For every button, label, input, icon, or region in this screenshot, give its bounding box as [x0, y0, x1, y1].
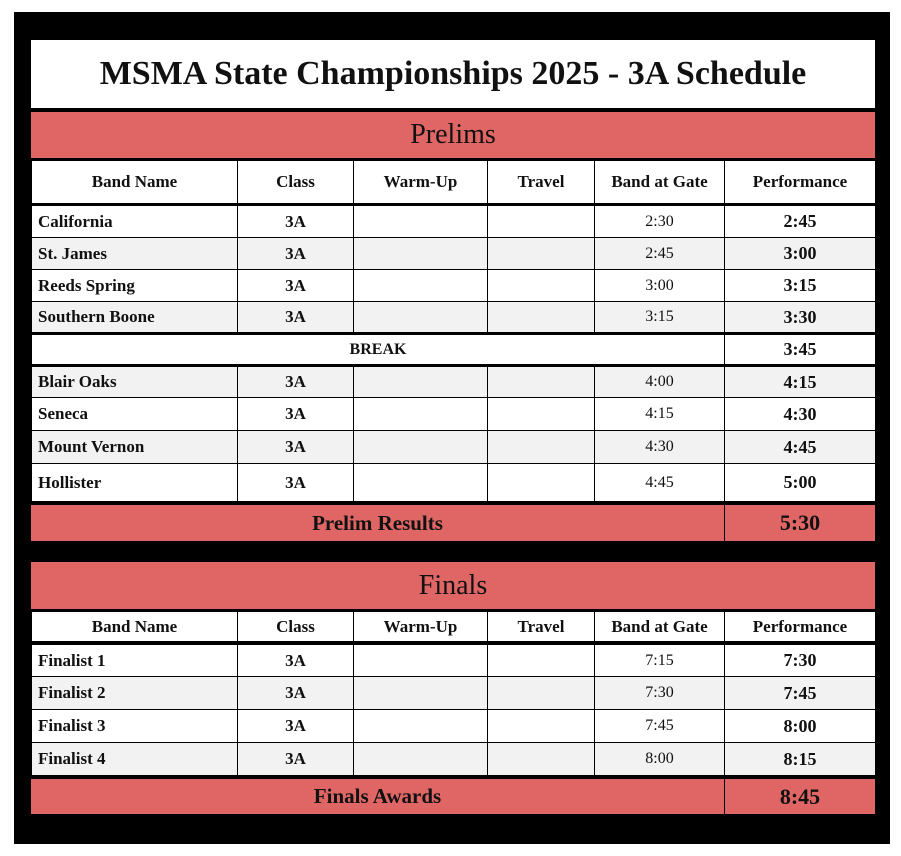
- table-cell-class: 3A: [238, 302, 353, 332]
- table-cell-performance: 5:00: [725, 464, 875, 501]
- break-time: 3:45: [725, 335, 875, 364]
- table-cell-warmup: [354, 710, 487, 742]
- table-cell-performance: 3:00: [725, 238, 875, 269]
- table-cell-warmup: [354, 677, 487, 709]
- table-cell-warmup: [354, 238, 487, 269]
- table-cell-class: 3A: [238, 645, 353, 676]
- break-label: BREAK: [32, 335, 724, 364]
- table-cell-band: Finalist 2: [32, 677, 237, 709]
- table-cell-performance: 7:45: [725, 677, 875, 709]
- table-cell-band: Hollister: [32, 464, 237, 501]
- table-cell-gate: 8:00: [595, 743, 724, 775]
- column-header: Class: [238, 612, 353, 641]
- table-cell-travel: [488, 367, 594, 397]
- page-title: MSMA State Championships 2025 - 3A Sched…: [31, 40, 875, 108]
- table-cell-class: 3A: [238, 677, 353, 709]
- table-cell-warmup: [354, 270, 487, 301]
- table-cell-travel: [488, 464, 594, 501]
- table-cell-warmup: [354, 743, 487, 775]
- table-cell-travel: [488, 302, 594, 332]
- table-cell-travel: [488, 645, 594, 676]
- table-cell-band: Seneca: [32, 398, 237, 430]
- table-cell-travel: [488, 677, 594, 709]
- table-cell-performance: 4:45: [725, 431, 875, 463]
- table-cell-travel: [488, 431, 594, 463]
- table-cell-gate: 4:45: [595, 464, 724, 501]
- table-cell-travel: [488, 743, 594, 775]
- table-cell-band: Finalist 4: [32, 743, 237, 775]
- table-cell-gate: 3:00: [595, 270, 724, 301]
- table-cell-performance: 3:30: [725, 302, 875, 332]
- table-cell-travel: [488, 710, 594, 742]
- table-cell-gate: 7:30: [595, 677, 724, 709]
- table-cell-gate: 4:30: [595, 431, 724, 463]
- table-cell-band: Blair Oaks: [32, 367, 237, 397]
- table-cell-performance: 4:30: [725, 398, 875, 430]
- table-cell-travel: [488, 206, 594, 237]
- table-cell-class: 3A: [238, 431, 353, 463]
- table-cell-gate: 4:00: [595, 367, 724, 397]
- column-header: Band Name: [32, 612, 237, 641]
- table-cell-warmup: [354, 464, 487, 501]
- table-cell-gate: 3:15: [595, 302, 724, 332]
- table-cell-performance: 2:45: [725, 206, 875, 237]
- column-header: Travel: [488, 161, 594, 203]
- section-heading-prelims: Prelims: [31, 112, 875, 158]
- table-cell-gate: 4:15: [595, 398, 724, 430]
- table-cell-warmup: [354, 302, 487, 332]
- table-cell-warmup: [354, 206, 487, 237]
- finals-awards-time: 8:45: [725, 779, 875, 814]
- table-cell-class: 3A: [238, 270, 353, 301]
- column-header: Band at Gate: [595, 612, 724, 641]
- table-cell-warmup: [354, 398, 487, 430]
- column-header: Performance: [725, 612, 875, 641]
- prelim-results-time: 5:30: [725, 505, 875, 541]
- table-cell-class: 3A: [238, 710, 353, 742]
- column-header: Warm-Up: [354, 612, 487, 641]
- table-cell-warmup: [354, 367, 487, 397]
- table-cell-band: Finalist 3: [32, 710, 237, 742]
- table-cell-class: 3A: [238, 464, 353, 501]
- table-cell-performance: 4:15: [725, 367, 875, 397]
- table-cell-gate: 2:45: [595, 238, 724, 269]
- table-cell-class: 3A: [238, 398, 353, 430]
- table-cell-class: 3A: [238, 238, 353, 269]
- table-cell-band: Mount Vernon: [32, 431, 237, 463]
- table-cell-performance: 8:15: [725, 743, 875, 775]
- table-cell-travel: [488, 270, 594, 301]
- table-cell-band: Reeds Spring: [32, 270, 237, 301]
- table-cell-gate: 7:15: [595, 645, 724, 676]
- table-cell-warmup: [354, 431, 487, 463]
- table-cell-warmup: [354, 645, 487, 676]
- table-cell-class: 3A: [238, 206, 353, 237]
- prelim-results-label: Prelim Results: [31, 505, 724, 541]
- table-cell-travel: [488, 238, 594, 269]
- table-cell-performance: 7:30: [725, 645, 875, 676]
- table-cell-gate: 7:45: [595, 710, 724, 742]
- table-cell-class: 3A: [238, 367, 353, 397]
- column-header: Performance: [725, 161, 875, 203]
- column-header: Band Name: [32, 161, 237, 203]
- column-header: Band at Gate: [595, 161, 724, 203]
- table-cell-gate: 2:30: [595, 206, 724, 237]
- table-cell-band: Southern Boone: [32, 302, 237, 332]
- finals-awards-label: Finals Awards: [31, 779, 724, 814]
- table-cell-class: 3A: [238, 743, 353, 775]
- table-cell-band: California: [32, 206, 237, 237]
- table-cell-performance: 3:15: [725, 270, 875, 301]
- column-header: Warm-Up: [354, 161, 487, 203]
- table-cell-band: St. James: [32, 238, 237, 269]
- section-heading-finals: Finals: [31, 562, 875, 609]
- table-cell-performance: 8:00: [725, 710, 875, 742]
- column-header: Travel: [488, 612, 594, 641]
- column-header: Class: [238, 161, 353, 203]
- table-cell-travel: [488, 398, 594, 430]
- table-cell-band: Finalist 1: [32, 645, 237, 676]
